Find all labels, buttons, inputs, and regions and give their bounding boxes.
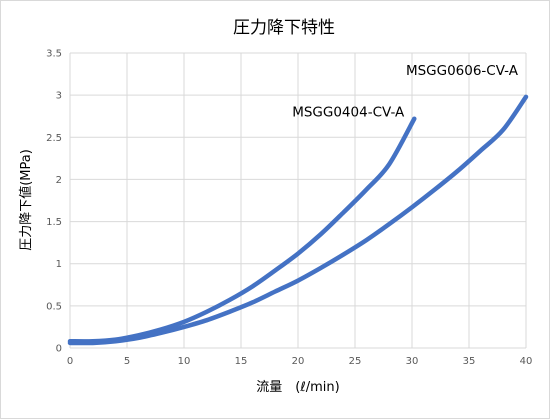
series-labels: MSGG0404-CV-A MSGG0606-CV-A bbox=[292, 63, 519, 121]
y-tick-label: 2 bbox=[56, 175, 62, 186]
x-tick-label: 5 bbox=[124, 356, 130, 367]
series-label-1: MSGG0606-CV-A bbox=[406, 63, 519, 79]
x-tick-label: 35 bbox=[463, 356, 476, 367]
x-tick-label: 0 bbox=[67, 356, 73, 367]
y-tick-labels: 0 0.5 1 1.5 2 2.5 3 3.5 bbox=[46, 49, 62, 355]
y-tick-label: 0 bbox=[56, 344, 62, 355]
y-tick-label: 3.5 bbox=[46, 49, 62, 60]
series-line-1 bbox=[67, 94, 529, 346]
x-axis-label: 流量 (ℓ/min) bbox=[256, 380, 339, 395]
x-tick-label: 10 bbox=[178, 356, 191, 367]
y-tick-label: 0.5 bbox=[46, 301, 62, 312]
y-tick-label: 1.5 bbox=[46, 217, 62, 228]
x-tick-labels: 0 5 10 15 20 25 30 35 40 bbox=[67, 356, 533, 367]
y-axis-label: 圧力降下値(MPa) bbox=[18, 149, 34, 251]
y-tick-label: 2.5 bbox=[46, 133, 62, 144]
series-label-0: MSGG0404-CV-A bbox=[292, 105, 405, 121]
y-tick-label: 3 bbox=[56, 91, 62, 102]
chart-title: 圧力降下特性 bbox=[233, 18, 335, 38]
series-lines bbox=[67, 94, 529, 346]
x-tick-label: 15 bbox=[235, 356, 248, 367]
x-tick-label: 25 bbox=[349, 356, 362, 367]
x-tick-label: 40 bbox=[520, 356, 533, 367]
x-tick-label: 20 bbox=[292, 356, 305, 367]
x-tick-label: 30 bbox=[406, 356, 419, 367]
y-tick-label: 1 bbox=[56, 259, 62, 270]
